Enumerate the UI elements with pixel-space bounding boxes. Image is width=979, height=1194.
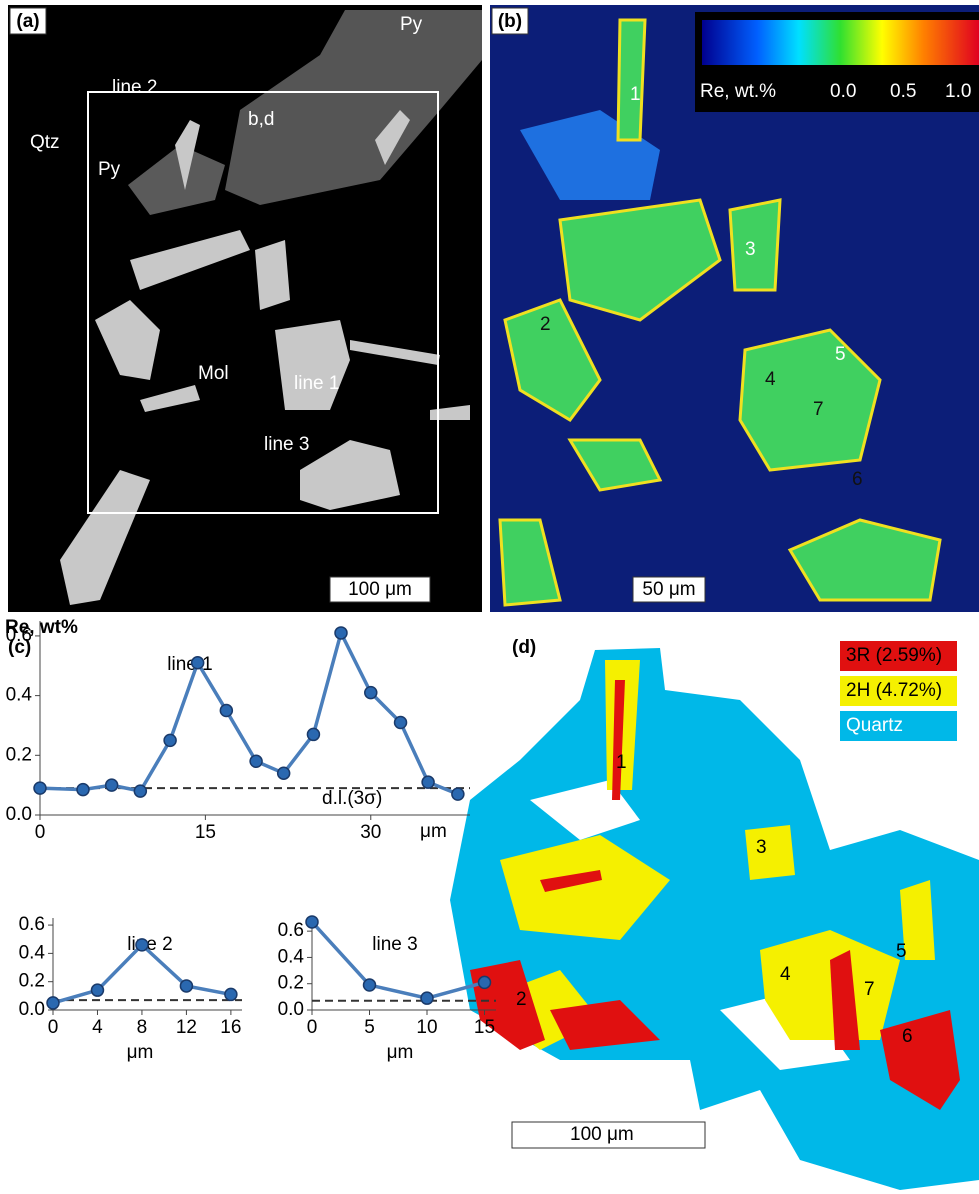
y-tick-label: 0.2	[278, 973, 304, 994]
spot-label: 4	[765, 369, 776, 390]
data-point	[136, 939, 148, 951]
data-point	[479, 976, 491, 988]
x-tick-label: 10	[416, 1017, 437, 1038]
x-tick-label: 0	[48, 1017, 59, 1038]
data-point	[164, 734, 176, 746]
data-point	[278, 767, 290, 779]
spot-label: 7	[864, 979, 875, 1000]
legend-entry: 2H (4.72%)	[846, 680, 942, 701]
data-point	[306, 916, 318, 928]
spot-label: 6	[852, 469, 863, 490]
x-tick-label: 0	[35, 822, 46, 843]
x-tick-label: 8	[137, 1017, 148, 1038]
panel-label: (d)	[512, 637, 536, 658]
figure: (a) Py Qtz line 2 b,d Py Mol line 1 line…	[0, 0, 979, 1194]
x-axis-label: μm	[420, 821, 447, 842]
x-tick-label: 16	[220, 1017, 241, 1038]
spot-label: 3	[745, 239, 756, 260]
colorbar-tick: 1.0	[945, 81, 971, 102]
line-label: line 1	[294, 373, 339, 394]
data-point	[225, 988, 237, 1000]
panel-d: 3R (2.59%) 2H (4.72%) Quartz 1 2 3 4 5 6…	[450, 637, 979, 1190]
colorbar-tick: 0.5	[890, 81, 916, 102]
legend-entry: 3R (2.59%)	[846, 645, 942, 666]
panel-label: (a)	[16, 11, 39, 32]
colorbar	[702, 20, 979, 65]
colorbar-title: Re, wt.%	[700, 81, 776, 102]
y-tick-label: 0.4	[6, 685, 33, 706]
y-tick-label: 0.0	[278, 999, 304, 1020]
panel-b: Re, wt.% 0.0 0.5 1.0 1 2 3 4 5 6 7 (b) 5…	[490, 5, 979, 612]
x-tick-label: 15	[474, 1017, 495, 1038]
scale-bar: 100 μm	[570, 1124, 634, 1145]
data-point	[91, 984, 103, 996]
data-point	[335, 627, 347, 639]
x-axis-label: μm	[127, 1042, 154, 1063]
spot-label: 6	[902, 1026, 913, 1047]
y-tick-label: 0.6	[278, 920, 304, 941]
x-tick-label: 30	[360, 822, 381, 843]
mineral-label: Qtz	[30, 132, 60, 153]
data-point	[421, 992, 433, 1004]
panel-label: (b)	[498, 11, 522, 32]
data-point	[77, 784, 89, 796]
chart-title: line 3	[372, 934, 417, 955]
data-point	[192, 657, 204, 669]
annotation: d.l.(3σ)	[322, 788, 382, 809]
spot-label: 1	[616, 752, 627, 773]
spot-label: 5	[896, 941, 907, 962]
x-tick-label: 15	[195, 822, 216, 843]
x-tick-label: 4	[92, 1017, 103, 1038]
x-tick-label: 12	[176, 1017, 197, 1038]
line-label: line 2	[112, 77, 157, 98]
series-line	[40, 633, 458, 794]
spot-label: 2	[540, 314, 551, 335]
spot-label: 4	[780, 964, 791, 985]
spot-label: 3	[756, 837, 767, 858]
data-point	[365, 687, 377, 699]
spot-label: 1	[630, 84, 641, 105]
y-axis-label: Re, wt%	[5, 617, 78, 638]
y-tick-label: 0.4	[278, 946, 305, 967]
y-tick-label: 0.2	[19, 971, 45, 992]
mineral-label: Py	[98, 159, 121, 180]
scale-bar: 100 μm	[348, 579, 412, 600]
data-point	[364, 979, 376, 991]
mineral-label: Py	[400, 14, 423, 35]
data-point	[307, 728, 319, 740]
data-point	[250, 755, 262, 767]
data-point	[34, 782, 46, 794]
data-point	[220, 705, 232, 717]
data-point	[422, 776, 434, 788]
y-tick-label: 0.2	[6, 744, 32, 765]
y-tick-label: 0.0	[6, 804, 32, 825]
y-tick-label: 0.0	[19, 999, 45, 1020]
area-label: b,d	[248, 109, 274, 130]
data-point	[106, 779, 118, 791]
chart-title: line 1	[167, 654, 212, 675]
x-tick-label: 0	[307, 1017, 318, 1038]
data-point	[395, 716, 407, 728]
data-point	[452, 788, 464, 800]
x-tick-label: 5	[364, 1017, 375, 1038]
data-point	[180, 980, 192, 992]
legend-entry: Quartz	[846, 715, 903, 736]
data-point	[47, 997, 59, 1009]
line-label: line 3	[264, 434, 309, 455]
data-point	[134, 785, 146, 797]
panel-a: (a) Py Qtz line 2 b,d Py Mol line 1 line…	[8, 5, 482, 612]
spot-label: 5	[835, 344, 846, 365]
colorbar-tick: 0.0	[830, 81, 856, 102]
mineral-label: Mol	[198, 363, 229, 384]
spot-label: 2	[516, 989, 527, 1010]
scale-bar: 50 μm	[642, 579, 695, 600]
y-tick-label: 0.4	[19, 942, 46, 963]
x-axis-label: μm	[387, 1042, 414, 1063]
spot-label: 7	[813, 399, 824, 420]
y-tick-label: 0.6	[19, 914, 45, 935]
